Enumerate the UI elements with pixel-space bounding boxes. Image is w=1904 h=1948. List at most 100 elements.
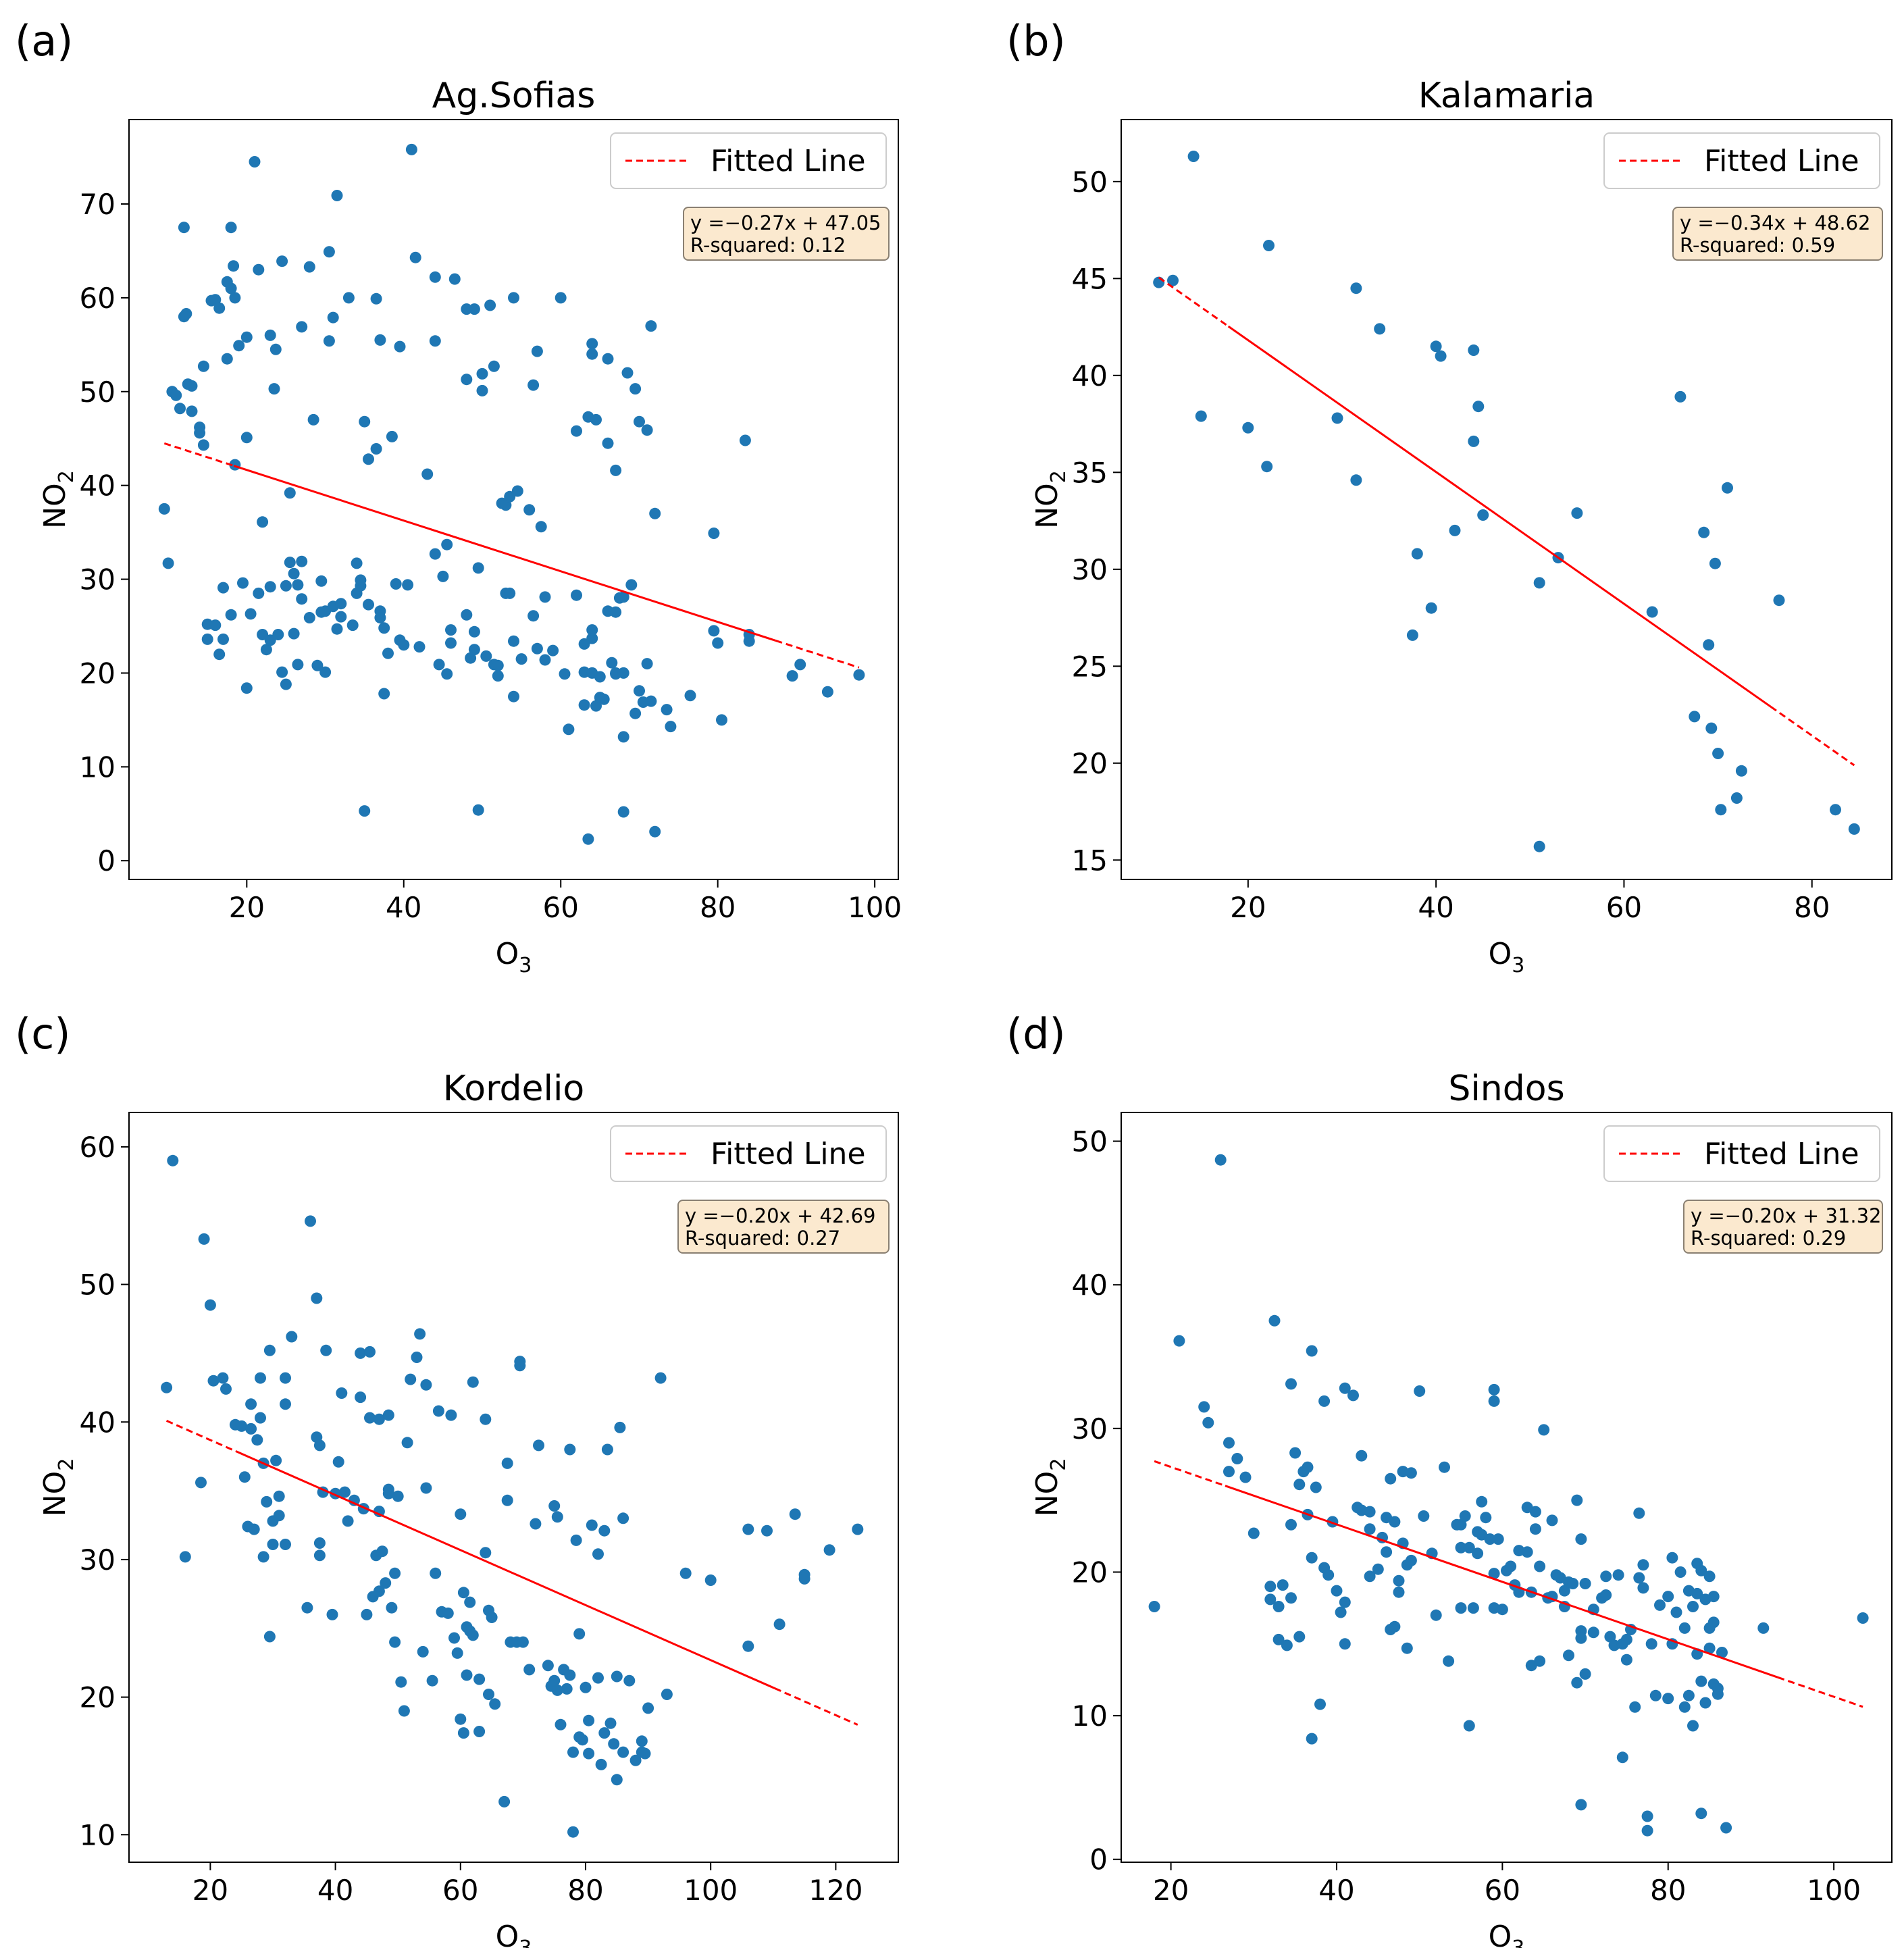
data-point <box>636 1735 648 1747</box>
data-point <box>296 593 308 605</box>
data-point <box>1285 1518 1297 1531</box>
data-point <box>1529 1506 1541 1518</box>
data-point <box>1239 1471 1252 1483</box>
data-point <box>1538 1424 1550 1436</box>
data-point <box>236 1420 248 1432</box>
x-axis-label: O3 <box>1489 1920 1525 1948</box>
data-point <box>284 557 296 569</box>
x-axis-label: O3 <box>1489 937 1525 977</box>
data-point <box>445 624 457 636</box>
y-tick-label: 40 <box>80 1406 115 1439</box>
data-point <box>645 695 657 707</box>
data-point <box>508 635 519 647</box>
data-point <box>533 1439 544 1452</box>
data-point <box>311 659 324 671</box>
data-point <box>390 578 402 590</box>
data-point <box>331 190 343 201</box>
data-point <box>1707 1591 1720 1603</box>
data-point <box>307 413 319 426</box>
data-point <box>1148 1601 1160 1612</box>
data-point <box>346 619 359 632</box>
data-point <box>480 650 492 662</box>
data-point <box>1695 1808 1707 1820</box>
data-point <box>742 1523 754 1535</box>
data-point <box>1558 1585 1570 1597</box>
data-point <box>245 1398 257 1410</box>
data-point <box>602 437 614 449</box>
data-point <box>1350 282 1362 294</box>
data-point <box>1633 1572 1645 1584</box>
data-point <box>472 804 484 816</box>
data-point <box>586 348 598 360</box>
data-point <box>1534 1655 1546 1667</box>
plot-frame <box>128 119 899 880</box>
data-point <box>1612 1569 1624 1581</box>
data-point <box>576 1734 588 1746</box>
y-tick-label: 20 <box>1072 1556 1108 1589</box>
data-point <box>402 579 414 591</box>
data-point <box>645 320 657 332</box>
data-point <box>1401 1642 1413 1654</box>
x-tick-label: 20 <box>229 891 265 924</box>
data-point <box>1691 1587 1703 1599</box>
data-point <box>313 1537 326 1549</box>
data-point <box>1534 1560 1546 1572</box>
data-point <box>363 453 374 465</box>
data-point <box>761 1524 773 1537</box>
data-point <box>1505 1560 1517 1572</box>
data-point <box>634 685 645 697</box>
data-point <box>355 574 367 586</box>
legend: Fitted Line <box>610 1125 887 1182</box>
data-point <box>382 1487 394 1500</box>
data-point <box>1521 1546 1533 1558</box>
y-tick-label: 40 <box>80 469 115 503</box>
fitted-line-segment <box>775 639 860 669</box>
legend-box <box>1603 1125 1880 1182</box>
data-point <box>284 487 296 499</box>
chart-panel-3: (c) Kordelio 20 40 60 80 100 120 10 20 30 40 50 60 O3 N… <box>15 1009 899 1948</box>
y-tick-label: 10 <box>80 750 115 784</box>
data-point <box>301 1601 313 1614</box>
data-point <box>1223 1466 1235 1478</box>
data-point <box>606 657 618 669</box>
fitted-line <box>1154 1460 1863 1708</box>
data-point <box>270 1454 282 1466</box>
fitted-line-segment <box>1158 276 1229 328</box>
data-point <box>217 633 229 645</box>
data-point <box>240 432 253 444</box>
data-point <box>237 577 249 589</box>
y-tick-label: 70 <box>80 188 115 221</box>
legend-box <box>1603 132 1880 189</box>
fitted-line-segment <box>1777 1676 1863 1708</box>
data-point <box>1263 240 1275 251</box>
data-point <box>186 405 198 417</box>
data-point <box>445 637 457 649</box>
data-point <box>1261 461 1273 473</box>
regression-stats-box: y =−0.27x + 47.05R-squared: 0.12 <box>683 207 890 261</box>
y-tick-label: 0 <box>1089 1843 1108 1876</box>
data-point <box>1773 594 1785 607</box>
panel-label: (b) <box>1006 16 1066 66</box>
data-point <box>280 1372 291 1384</box>
data-point <box>480 1547 492 1559</box>
y-axis-label: NO2 <box>1030 470 1071 529</box>
data-point <box>195 1477 207 1489</box>
x-tick-label: 60 <box>442 1874 478 1907</box>
data-point <box>1735 765 1747 777</box>
x-tick-label: 20 <box>192 1874 228 1907</box>
data-point <box>1720 1822 1732 1834</box>
data-point <box>598 693 610 705</box>
data-point <box>610 464 622 476</box>
data-point <box>590 413 602 426</box>
data-point <box>1418 1510 1430 1522</box>
data-point <box>228 260 240 272</box>
data-point <box>264 329 276 341</box>
data-point <box>586 338 598 350</box>
data-point <box>370 292 382 305</box>
x-tick-label: 60 <box>1485 1874 1520 1907</box>
data-point <box>1703 639 1715 651</box>
data-point <box>617 591 629 603</box>
data-point <box>523 1664 536 1676</box>
data-point <box>684 690 696 702</box>
data-point <box>563 723 575 736</box>
